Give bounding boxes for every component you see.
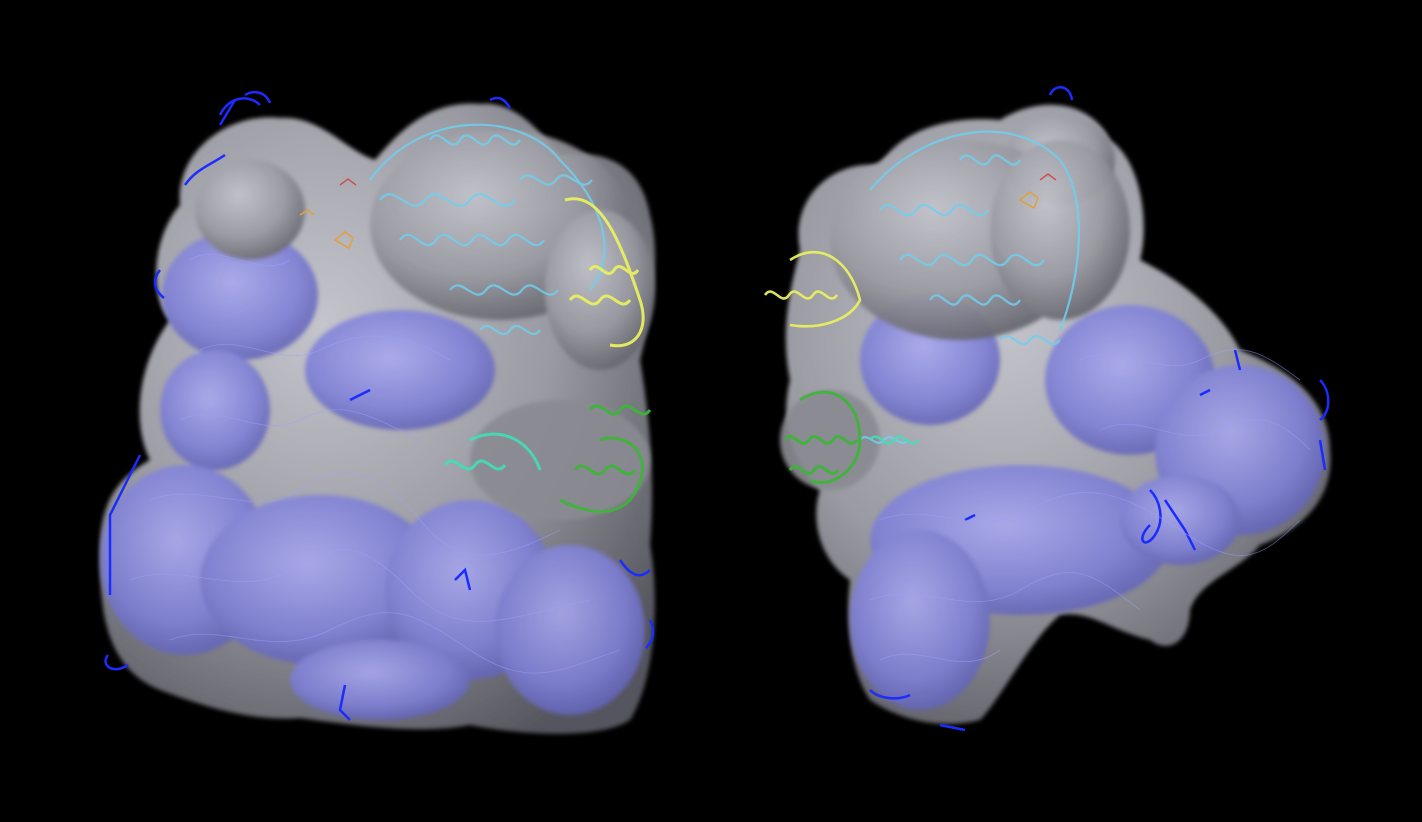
protein-teal-left bbox=[443, 432, 542, 471]
front-view bbox=[99, 90, 656, 734]
protein-density-top-right bbox=[780, 140, 1130, 490]
protein-density-top-left bbox=[370, 130, 655, 520]
protein-yellow-left bbox=[564, 197, 645, 348]
protein-cyan-left bbox=[369, 123, 606, 336]
rna-density-left bbox=[100, 160, 645, 720]
protein-green-right bbox=[783, 390, 862, 485]
protein-yellow-right bbox=[763, 250, 862, 328]
rna-mesh-right bbox=[869, 349, 1311, 662]
rna-backbone-left bbox=[104, 90, 655, 721]
ligand-left bbox=[299, 178, 357, 250]
protein-teal-right bbox=[869, 435, 919, 445]
ligand-right bbox=[1018, 173, 1057, 210]
rotated-view bbox=[763, 86, 1331, 732]
rna-backbone-right bbox=[869, 86, 1330, 732]
protein-cyan-right bbox=[859, 130, 1080, 444]
rna-mesh-left bbox=[129, 253, 621, 674]
protein-green-left bbox=[559, 404, 652, 514]
